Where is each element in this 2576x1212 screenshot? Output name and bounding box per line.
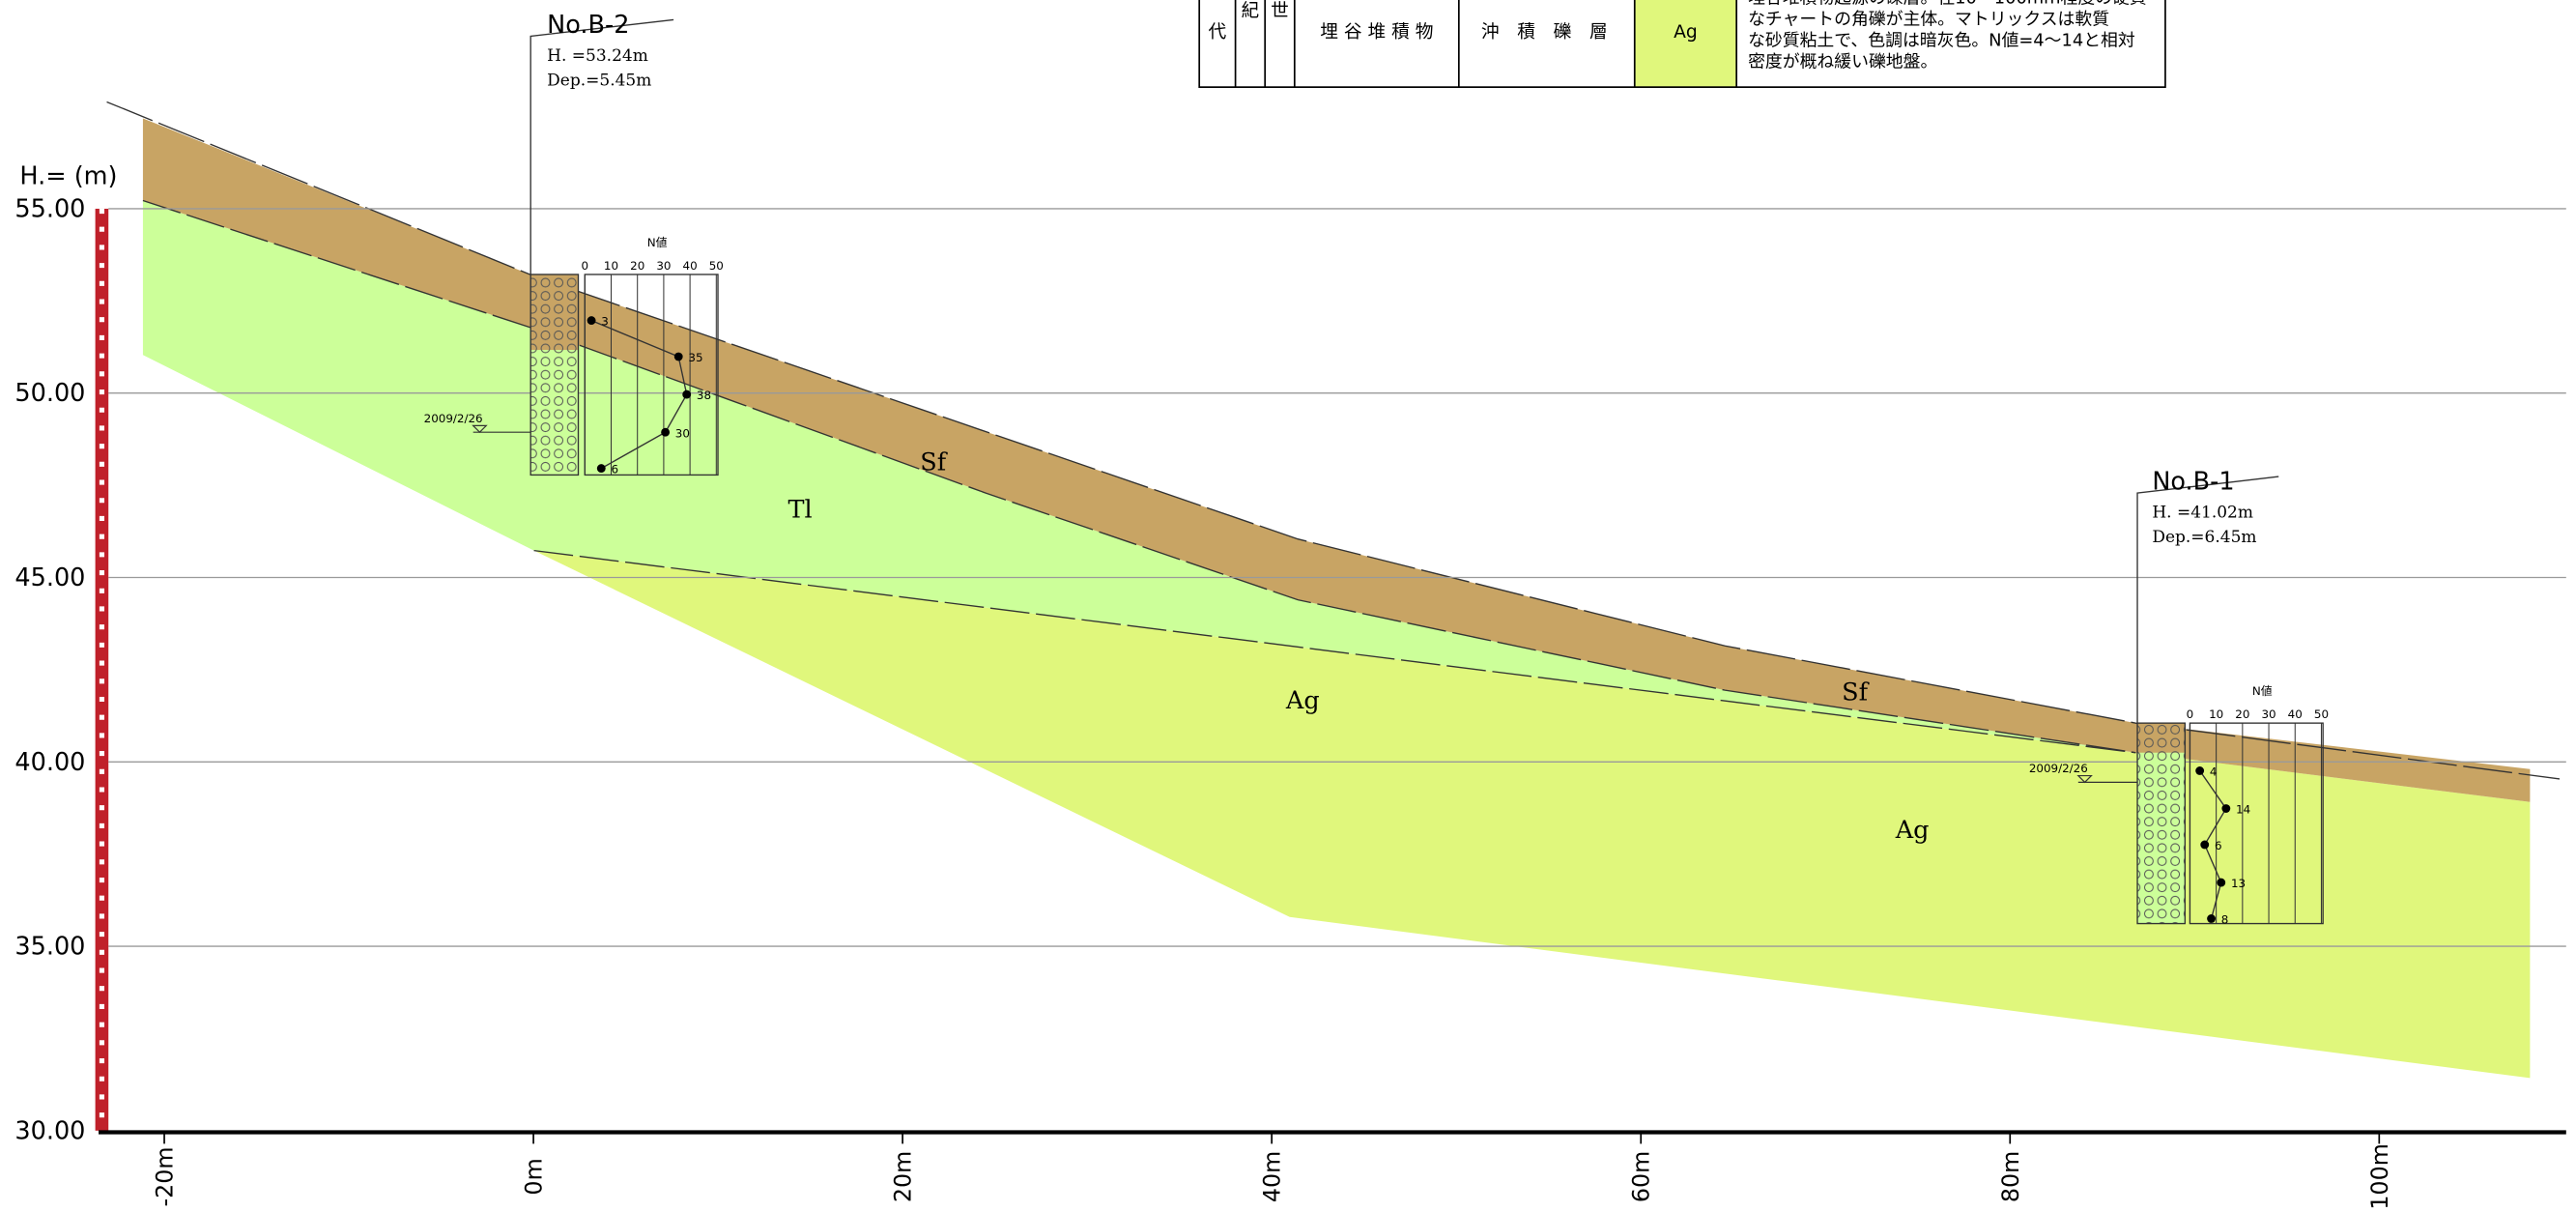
y-tick-label: 55.00 xyxy=(14,194,85,223)
n-value: 38 xyxy=(697,389,711,402)
y-tick-label: 40.00 xyxy=(14,748,85,777)
n-scale-label: 40 xyxy=(683,259,698,273)
borehole-name: No.B-1 xyxy=(2152,468,2234,497)
x-tick-label: 80m xyxy=(1997,1151,2024,1202)
n-scale-label: 10 xyxy=(2209,707,2223,721)
core-pattern xyxy=(2137,723,2185,923)
x-tick-label: 60m xyxy=(1628,1151,1655,1202)
layer-label: Tl xyxy=(787,496,812,525)
y-tick-label: 45.00 xyxy=(14,563,85,592)
n-point xyxy=(2200,841,2209,850)
n-scale-label: 30 xyxy=(2261,707,2275,721)
n-scale-label: 40 xyxy=(2288,707,2303,721)
n-point xyxy=(661,428,670,437)
y-tick-label: 50.00 xyxy=(14,379,85,408)
n-scale-label: 20 xyxy=(2235,707,2249,721)
n-value: 8 xyxy=(2221,913,2229,927)
n-scale-label: 0 xyxy=(2187,707,2194,721)
x-tick-label: 20m xyxy=(890,1151,917,1202)
borehole-depth: Dep.=6.45m xyxy=(2152,528,2256,547)
n-scale-label: 0 xyxy=(582,259,589,273)
layer-label: Sf xyxy=(1842,678,1869,707)
water-date: 2009/2/26 xyxy=(424,412,483,425)
n-value: 4 xyxy=(2210,765,2218,779)
geologic-section: 55.00 50.00 45.00 40.00 35.00 30.00 -20m 0m 20m 4… xyxy=(0,0,2576,1212)
n-value: 14 xyxy=(2236,803,2250,817)
n-point xyxy=(2221,804,2230,813)
x-tick-label: 0m xyxy=(521,1158,548,1195)
description-line: なチャートの角礫が主体。マトリックスは軟質 xyxy=(1748,10,2109,30)
table-cell: 沖 積 礫 層 xyxy=(1481,22,1608,43)
table-cell: Ag xyxy=(1674,22,1698,43)
layer-label: Ag xyxy=(1285,686,1320,715)
n-value: 35 xyxy=(688,351,702,364)
borehole-elevation: H. =53.24m xyxy=(547,46,648,66)
n-value: 30 xyxy=(675,426,690,440)
n-point xyxy=(682,390,691,399)
table-cell: 世 xyxy=(1271,1,1289,21)
elevation-ruler xyxy=(96,209,109,1131)
n-value: 6 xyxy=(2215,839,2222,852)
table-cell: 紀 xyxy=(1242,1,1260,21)
table-cell: 埋 谷 堆 積 物 xyxy=(1320,22,1433,43)
x-tick-label: 40m xyxy=(1259,1151,1286,1202)
core-pattern xyxy=(530,274,578,475)
description-line: 埋谷堆積物起源の礫層。径10～100mm程度の硬質 xyxy=(1748,0,2147,8)
n-scale-label: 50 xyxy=(2314,707,2329,721)
y-tick-label: 35.00 xyxy=(14,933,85,962)
x-tick-label: 100m xyxy=(2366,1143,2393,1210)
borehole-name: No.B-2 xyxy=(547,11,629,40)
n-value: 3 xyxy=(601,315,609,329)
n-point xyxy=(2207,914,2216,923)
n-point xyxy=(597,464,606,473)
n-scale-label: 30 xyxy=(656,259,671,273)
water-date: 2009/2/26 xyxy=(2029,762,2088,775)
borehole-elevation: H. =41.02m xyxy=(2152,504,2253,523)
n-title: N値 xyxy=(647,236,668,249)
n-scale-label: 50 xyxy=(709,259,724,273)
borehole-depth: Dep.=5.45m xyxy=(547,71,651,90)
y-tick-label: 30.00 xyxy=(14,1116,85,1145)
description-line: な砂質粘土で、色調は暗灰色。N値=4～14と相対 xyxy=(1748,31,2135,51)
legend-table: 代 紀 世 埋 谷 堆 積 物 沖 積 礫 層 Ag 埋谷堆積物起源の礫層。径1… xyxy=(1199,0,2165,87)
table-cell: 代 xyxy=(1209,22,1227,43)
description-line: 密度が概ね緩い礫地盤。 xyxy=(1748,52,1937,72)
n-scale-label: 10 xyxy=(604,259,618,273)
n-title: N値 xyxy=(2252,684,2273,698)
n-point xyxy=(2217,879,2225,887)
n-point xyxy=(2195,766,2204,775)
y-title: H.= (m) xyxy=(19,161,117,190)
x-tick-label: -20m xyxy=(152,1146,179,1206)
n-value: 6 xyxy=(611,463,618,476)
layer-label: Ag xyxy=(1895,816,1930,845)
n-point xyxy=(587,316,596,325)
n-point xyxy=(674,353,683,361)
n-scale-label: 20 xyxy=(630,259,644,273)
layer-label: Sf xyxy=(920,447,947,476)
n-value: 13 xyxy=(2231,877,2246,890)
